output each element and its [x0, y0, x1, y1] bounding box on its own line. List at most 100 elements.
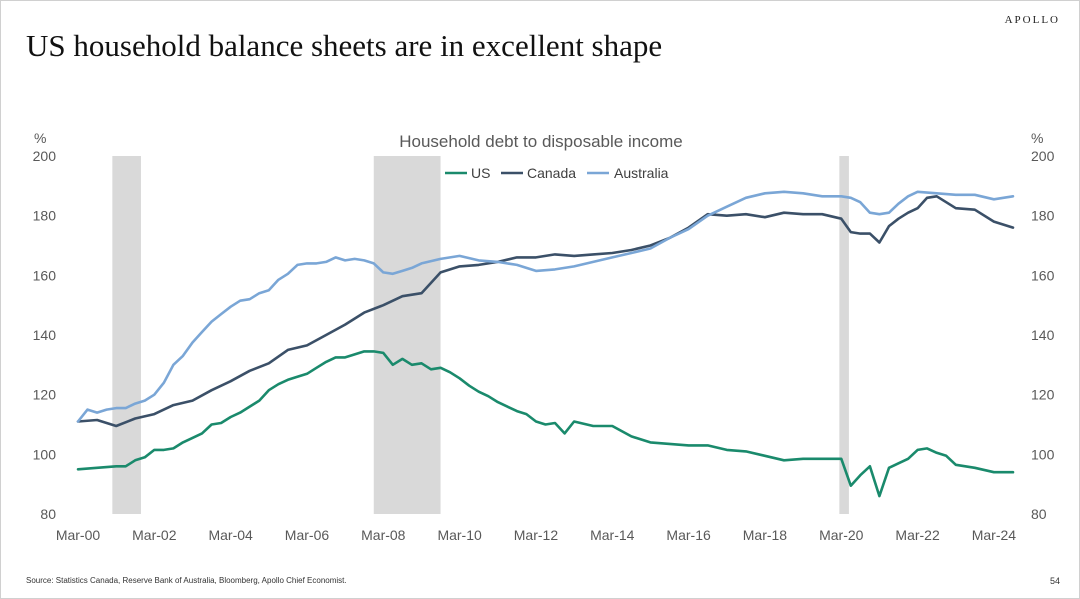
data-point-australia — [182, 355, 184, 357]
data-point-canada — [249, 370, 251, 372]
data-point-us — [707, 444, 709, 446]
data-point-canada — [649, 244, 651, 246]
data-point-canada — [306, 344, 308, 346]
y-tick-label-right: 180 — [1031, 208, 1055, 224]
data-point-us — [888, 467, 890, 469]
data-point-australia — [936, 192, 938, 194]
legend-label: Canada — [527, 165, 576, 181]
data-point-australia — [296, 264, 298, 266]
data-point-canada — [802, 213, 804, 215]
data-point-us — [210, 423, 212, 425]
x-tick-label: Mar-02 — [132, 527, 177, 543]
data-point-canada — [325, 334, 327, 336]
source-note: Source: Statistics Canada, Reserve Bank … — [26, 576, 347, 585]
data-point-us — [974, 467, 976, 469]
data-point-australia — [363, 259, 365, 261]
data-point-us — [373, 350, 375, 352]
data-point-us — [726, 449, 728, 451]
data-point-us — [869, 465, 871, 467]
data-point-us — [115, 465, 117, 467]
data-point-us — [354, 353, 356, 355]
data-point-canada — [478, 264, 480, 266]
data-point-us — [878, 495, 880, 497]
data-point-us — [420, 362, 422, 364]
data-point-australia — [955, 194, 957, 196]
data-point-us — [821, 458, 823, 460]
data-point-australia — [411, 267, 413, 269]
data-point-australia — [220, 313, 222, 315]
data-point-canada — [439, 271, 441, 273]
data-point-us — [687, 444, 689, 446]
data-point-us — [516, 410, 518, 412]
data-point-us — [458, 377, 460, 379]
data-point-us — [277, 383, 279, 385]
data-point-australia — [668, 237, 670, 239]
data-point-australia — [344, 259, 346, 261]
y-tick-label-right: 100 — [1031, 446, 1055, 462]
data-point-canada — [859, 232, 861, 234]
y-tick-label-left: 80 — [40, 506, 56, 522]
data-point-canada — [554, 253, 556, 255]
data-point-australia — [974, 194, 976, 196]
data-point-us — [897, 462, 899, 464]
x-tick-label: Mar-04 — [208, 527, 253, 543]
data-point-australia — [993, 198, 995, 200]
data-point-us — [840, 458, 842, 460]
data-point-canada — [363, 311, 365, 313]
data-point-us — [945, 455, 947, 457]
data-point-us — [268, 389, 270, 391]
legend: US Canada Australia — [445, 165, 669, 181]
data-point-australia — [163, 382, 165, 384]
data-point-us — [859, 474, 861, 476]
data-point-canada — [955, 207, 957, 209]
data-point-us — [296, 376, 298, 378]
data-point-australia — [439, 258, 441, 260]
data-point-australia — [401, 270, 403, 272]
data-point-canada — [535, 256, 537, 258]
series-line-canada — [76, 195, 1015, 428]
data-point-australia — [315, 262, 317, 264]
data-point-australia — [783, 191, 785, 193]
series-points-canada — [77, 195, 1014, 427]
data-point-canada — [916, 207, 918, 209]
data-point-canada — [115, 425, 117, 427]
y-axis-label-left: % — [34, 130, 46, 146]
x-tick-label: Mar-24 — [972, 527, 1017, 543]
data-point-australia — [258, 292, 260, 294]
data-point-australia — [554, 268, 556, 270]
data-point-australia — [840, 195, 842, 197]
y-tick-label-left: 200 — [33, 148, 57, 164]
recession-band-1 — [373, 156, 441, 514]
data-point-canada — [783, 212, 785, 214]
data-point-us — [926, 447, 928, 449]
legend-item-us: US — [445, 165, 490, 181]
data-point-australia — [420, 262, 422, 264]
data-point-australia — [115, 407, 117, 409]
data-point-australia — [850, 197, 852, 199]
data-point-us — [306, 373, 308, 375]
data-point-canada — [1012, 226, 1014, 228]
series-line-us — [76, 350, 1015, 498]
data-point-us — [544, 423, 546, 425]
data-point-us — [449, 371, 451, 373]
data-point-australia — [239, 300, 241, 302]
data-point-canada — [745, 213, 747, 215]
y-tick-label-right: 140 — [1031, 327, 1055, 343]
legend-item-australia: Australia — [587, 165, 669, 181]
data-point-australia — [821, 195, 823, 197]
data-point-us — [172, 447, 174, 449]
data-point-australia — [334, 256, 336, 258]
legend-label: Australia — [614, 165, 669, 181]
data-point-australia — [96, 411, 98, 413]
data-point-australia — [888, 212, 890, 214]
data-point-australia — [573, 265, 575, 267]
x-tick-label: Mar-16 — [666, 527, 711, 543]
data-point-australia — [802, 192, 804, 194]
data-point-us — [850, 485, 852, 487]
data-point-us — [201, 432, 203, 434]
data-point-canada — [382, 304, 384, 306]
data-point-australia — [859, 201, 861, 203]
data-point-us — [468, 385, 470, 387]
data-point-us — [506, 405, 508, 407]
